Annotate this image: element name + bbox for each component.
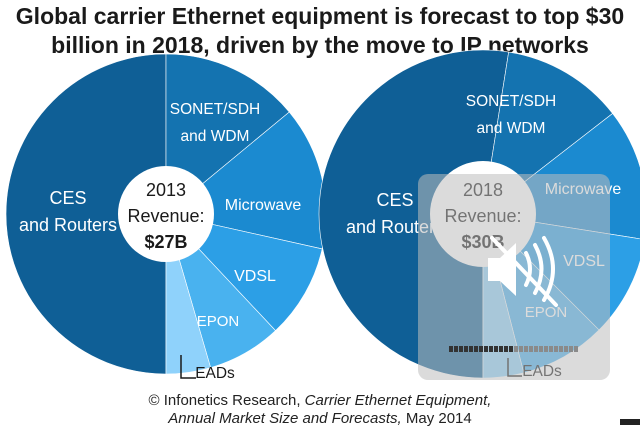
volume-segment [544, 346, 548, 352]
volume-segment [474, 346, 478, 352]
volume-segment [564, 346, 568, 352]
volume-segment [499, 346, 503, 352]
volume-segment [534, 346, 538, 352]
slice-label-sonet-sdh-and-wdm: SONET/SDH and WDM [466, 93, 556, 137]
volume-segment [469, 346, 473, 352]
mute-slash [490, 236, 558, 307]
title-line-1: Global carrier Ethernet equipment is for… [15, 3, 625, 29]
muted-speaker-icon[interactable] [488, 236, 558, 307]
volume-segment [509, 346, 513, 352]
leader-line-eads [180, 355, 196, 379]
center-year: 2013 [146, 180, 186, 200]
volume-segment [479, 346, 483, 352]
volume-segment [519, 346, 523, 352]
caption-line-2: Annual Market Size and Forecasts, May 20… [0, 410, 640, 428]
center-value: $27B [144, 232, 187, 252]
corner-mark [620, 419, 640, 425]
volume-level-bar[interactable] [449, 346, 578, 352]
slice-label-ces-and-routers: CES and Routers [19, 188, 117, 235]
slice-label-vdsl: VDSL [234, 268, 276, 285]
caption-report-title: Carrier Ethernet Equipment, [304, 392, 492, 409]
pie-2013: 2013 Revenue: $27B CES and Routers SONET/SDH a… [5, 53, 327, 382]
volume-segment [554, 346, 558, 352]
volume-segment [529, 346, 533, 352]
caption-report-subtitle: Annual Market Size and Forecasts, [168, 410, 402, 427]
volume-segment [524, 346, 528, 352]
volume-segment [464, 346, 468, 352]
volume-segment [559, 346, 563, 352]
volume-segment [459, 346, 463, 352]
caption-source: © Infonetics Research, [148, 392, 305, 409]
volume-segment [489, 346, 493, 352]
volume-segment [454, 346, 458, 352]
mute-overlay[interactable] [418, 174, 610, 380]
volume-segment [449, 346, 453, 352]
slice-label-microwave: Microwave [225, 197, 302, 214]
caption-line-1: © Infonetics Research, Carrier Ethernet … [0, 392, 640, 410]
caption-date: May 2014 [401, 410, 472, 427]
volume-segment [549, 346, 553, 352]
chart-title: Global carrier Ethernet equipment is for… [0, 2, 640, 60]
sound-wave-2 [533, 243, 544, 295]
volume-segment [539, 346, 543, 352]
volume-segment [494, 346, 498, 352]
slice-sonet-sdh-and-wdm-2013 [165, 53, 290, 215]
slice-ces-and-routers-2013 [5, 53, 167, 375]
volume-segment [574, 346, 578, 352]
center-label: Revenue: [127, 206, 204, 226]
center-hole [118, 166, 214, 262]
slice-label-eads: EADs [195, 365, 235, 382]
slice-vdsl-2013 [165, 213, 323, 332]
slice-label-sonet-sdh-and-wdm: SONET/SDH and WDM [170, 101, 260, 145]
volume-segment [504, 346, 508, 352]
volume-segment [569, 346, 573, 352]
volume-segment [484, 346, 488, 352]
volume-segment [514, 346, 518, 352]
sound-wave-1 [524, 251, 532, 287]
slice-label-epon: EPON [197, 313, 240, 330]
source-caption: © Infonetics Research, Carrier Ethernet … [0, 392, 640, 428]
